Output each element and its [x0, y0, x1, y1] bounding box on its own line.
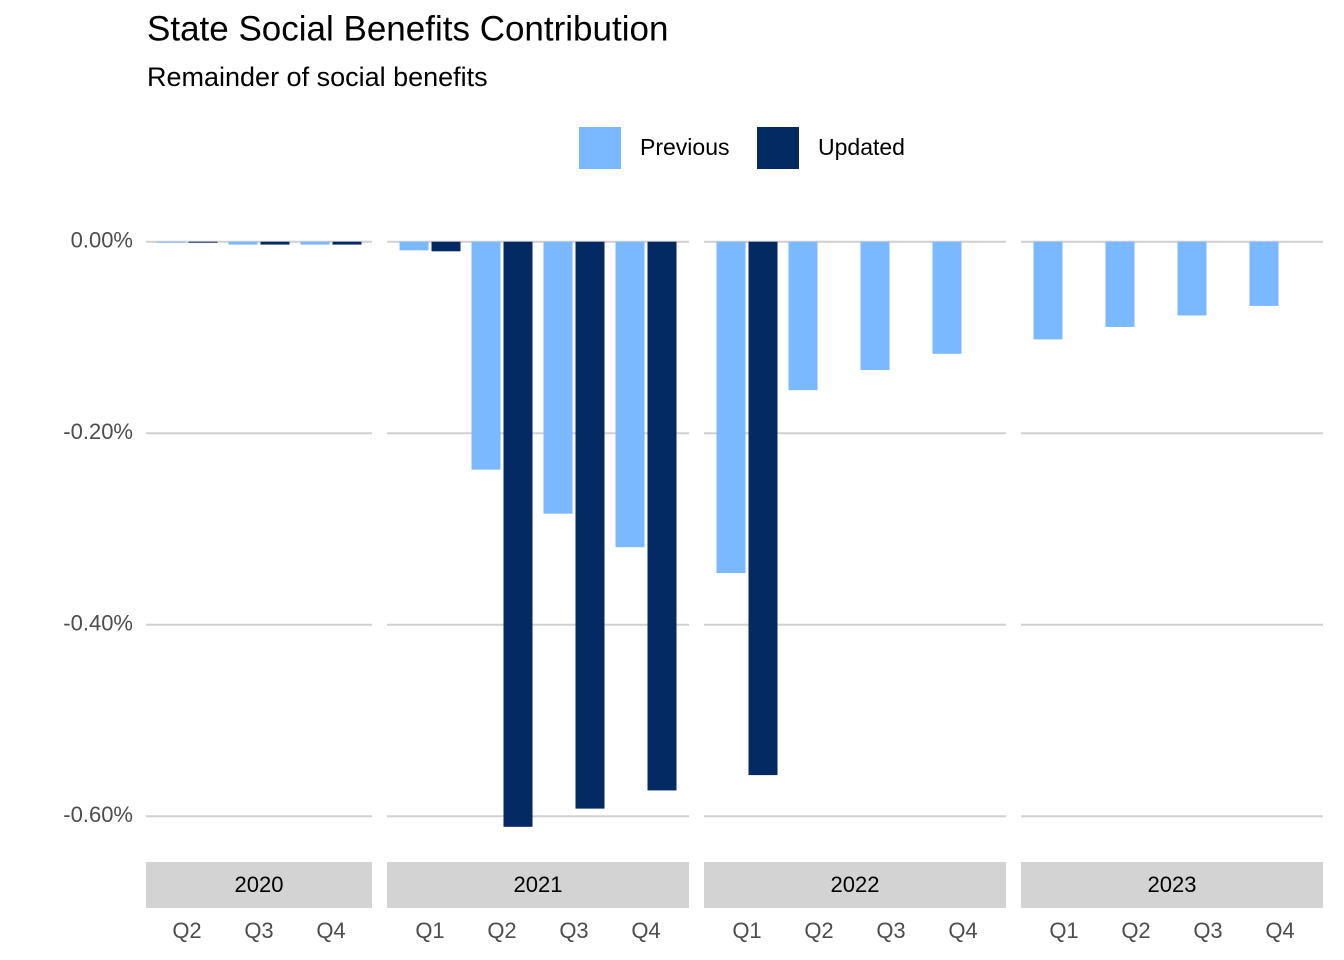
chart-subtitle: Remainder of social benefits — [147, 62, 488, 92]
bar — [156, 241, 186, 243]
bar — [188, 241, 218, 243]
bar — [300, 241, 330, 245]
x-tick-label: Q2 — [1121, 918, 1150, 943]
x-tick-label: Q1 — [415, 918, 444, 943]
legend-label: Previous — [640, 134, 729, 160]
bar — [1249, 241, 1279, 306]
y-tick-label: 0.00% — [71, 228, 133, 253]
legend-swatch — [579, 127, 621, 169]
bar — [860, 241, 890, 371]
x-tick-label: Q2 — [487, 918, 516, 943]
bar — [615, 241, 645, 548]
facet-strip — [1021, 862, 1323, 908]
x-tick-label: Q3 — [1193, 918, 1222, 943]
facet-label: 2020 — [235, 872, 284, 897]
facet-label: 2021 — [514, 872, 563, 897]
y-tick-label: -0.60% — [63, 802, 133, 827]
x-tick-label: Q4 — [631, 918, 660, 943]
legend-swatch — [757, 127, 799, 169]
y-tick-label: -0.40% — [63, 611, 133, 636]
x-tick-label: Q3 — [244, 918, 273, 943]
bar — [748, 241, 778, 776]
bar — [228, 241, 258, 245]
x-tick-label: Q1 — [732, 918, 761, 943]
bar — [431, 241, 461, 252]
x-tick-label: Q4 — [1265, 918, 1294, 943]
bar — [332, 241, 362, 245]
bar — [399, 241, 429, 251]
x-tick-label: Q1 — [1049, 918, 1078, 943]
bar — [471, 241, 501, 470]
bar — [1033, 241, 1063, 340]
bar — [647, 241, 677, 791]
facet-strip — [387, 862, 689, 908]
facet-label: 2023 — [1148, 872, 1197, 897]
x-tick-label: Q3 — [876, 918, 905, 943]
facet-strip — [704, 862, 1006, 908]
bar — [788, 241, 818, 391]
bar — [932, 241, 962, 354]
y-tick-label: -0.20% — [63, 419, 133, 444]
x-tick-label: Q4 — [316, 918, 345, 943]
bar — [543, 241, 573, 514]
x-tick-label: Q2 — [172, 918, 201, 943]
x-tick-label: Q2 — [804, 918, 833, 943]
chart-title: State Social Benefits Contribution — [147, 9, 668, 48]
bar — [1177, 241, 1207, 316]
x-tick-label: Q3 — [559, 918, 588, 943]
bar — [1105, 241, 1135, 327]
facet-label: 2022 — [831, 872, 880, 897]
bar — [260, 241, 290, 245]
facet-strip — [146, 862, 372, 908]
bar — [575, 241, 605, 809]
bar — [716, 241, 746, 574]
bar — [503, 241, 533, 827]
legend-label: Updated — [818, 134, 905, 160]
x-tick-label: Q4 — [948, 918, 977, 943]
